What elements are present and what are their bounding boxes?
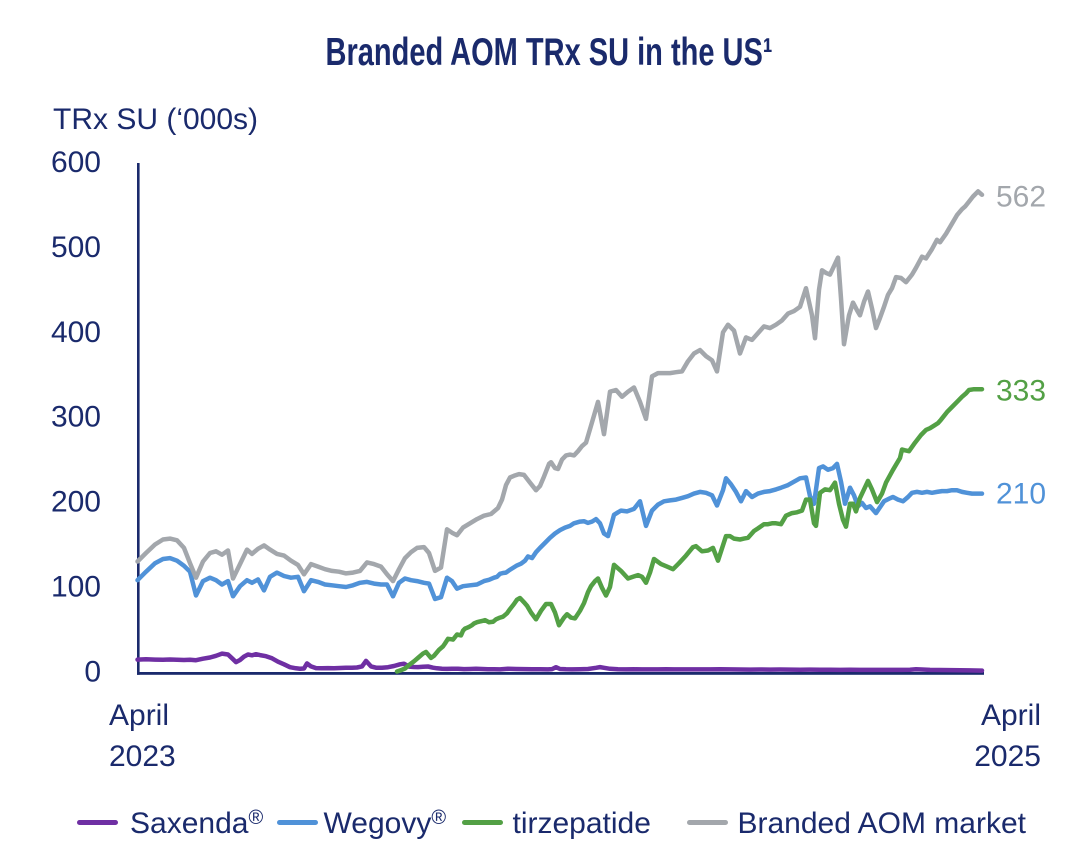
svg-text:Branded AOM TRx SU in the US¹: Branded AOM TRx SU in the US¹ bbox=[326, 31, 773, 74]
svg-text:300: 300 bbox=[51, 401, 101, 434]
svg-text:TRx SU (‘000s): TRx SU (‘000s) bbox=[53, 103, 258, 136]
svg-text:2023: 2023 bbox=[109, 740, 176, 773]
svg-text:400: 400 bbox=[51, 316, 101, 349]
svg-text:210: 210 bbox=[996, 478, 1046, 511]
svg-text:200: 200 bbox=[51, 486, 101, 519]
svg-text:333: 333 bbox=[996, 375, 1046, 408]
svg-text:562: 562 bbox=[996, 181, 1046, 214]
svg-text:Wegovy®: Wegovy® bbox=[324, 807, 447, 840]
svg-text:600: 600 bbox=[51, 146, 101, 179]
svg-text:April: April bbox=[109, 699, 169, 732]
svg-text:2025: 2025 bbox=[974, 740, 1041, 773]
svg-text:April: April bbox=[981, 699, 1041, 732]
svg-text:tirzepatide: tirzepatide bbox=[513, 807, 651, 840]
svg-text:Saxenda®: Saxenda® bbox=[130, 807, 263, 840]
svg-text:500: 500 bbox=[51, 231, 101, 264]
svg-text:Branded AOM market: Branded AOM market bbox=[738, 807, 1027, 840]
svg-text:0: 0 bbox=[84, 655, 101, 688]
svg-text:100: 100 bbox=[51, 571, 101, 604]
